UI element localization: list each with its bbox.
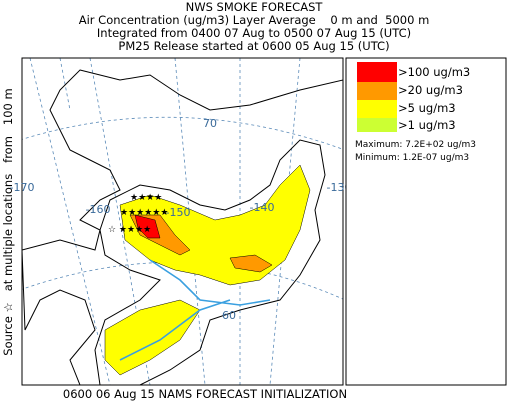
smoke-area-gt100 bbox=[134, 214, 161, 239]
legend-label: >100 ug/m3 bbox=[398, 65, 470, 79]
legend-swatch bbox=[357, 100, 397, 118]
title: NWS SMOKE FORECAST bbox=[186, 0, 324, 14]
lon-label: -160 bbox=[86, 203, 111, 216]
legend-swatch bbox=[357, 82, 397, 100]
smoke-area-gt5 bbox=[119, 164, 311, 286]
map: ★★★★ ★★★★★★ ☆ ★★★★ 70 60 -170 -160 -150 … bbox=[10, 57, 352, 386]
legend-swatch bbox=[357, 118, 397, 132]
smoke-area-gt20 bbox=[229, 254, 273, 273]
lat-label: 60 bbox=[222, 309, 236, 322]
lon-label: -130 bbox=[327, 181, 352, 194]
lon-label: -170 bbox=[10, 181, 35, 194]
legend-label: >20 ug/m3 bbox=[398, 83, 463, 97]
subtitle: Air Concentration (ug/m3) Layer Average … bbox=[79, 13, 430, 27]
subtitle: Integrated from 0400 07 Aug to 0500 07 A… bbox=[97, 26, 411, 40]
smoke-area-gt1 bbox=[94, 139, 326, 385]
lat-label: 70 bbox=[203, 117, 217, 130]
legend-label: >1 ug/m3 bbox=[398, 118, 456, 132]
subtitle: PM25 Release started at 0600 05 Aug 15 (… bbox=[118, 39, 389, 53]
legend-swatch bbox=[357, 62, 397, 82]
maximum-note: Maximum: 7.2E+02 ug/m3 bbox=[355, 140, 476, 150]
legend: >100 ug/m3 >20 ug/m3 >5 ug/m3 >1 ug/m3 M… bbox=[345, 57, 507, 386]
legend-label: >5 ug/m3 bbox=[398, 101, 456, 115]
side-label: Source ☆ at multiple locations from 100 … bbox=[1, 88, 15, 355]
footer: 0600 06 Aug 15 NAMS FORECAST INITIALIZAT… bbox=[63, 387, 347, 401]
source-marker: ★★★★★★ bbox=[120, 208, 168, 218]
lon-label: -140 bbox=[250, 201, 275, 214]
lon-label: -150 bbox=[166, 206, 191, 219]
source-marker: ☆ ★★★★ bbox=[108, 225, 151, 235]
minimum-note: Minimum: 1.2E-07 ug/m3 bbox=[355, 153, 469, 163]
source-marker: ★★★★ bbox=[130, 193, 162, 203]
